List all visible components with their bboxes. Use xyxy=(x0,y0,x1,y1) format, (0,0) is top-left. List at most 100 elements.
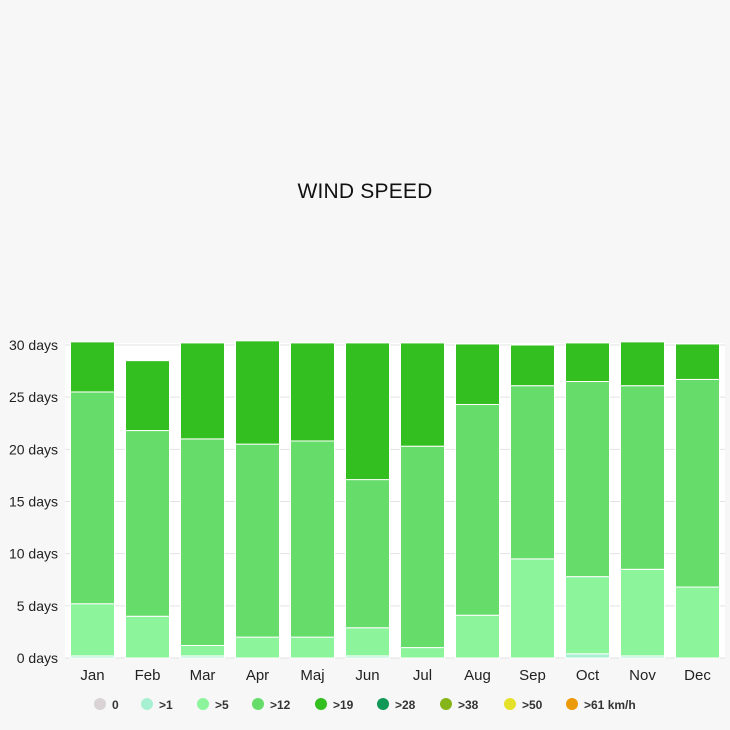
bar-segment[interactable] xyxy=(510,558,555,659)
bar-stack-maj[interactable] xyxy=(290,342,335,659)
bar-segment[interactable] xyxy=(235,443,280,638)
bar-segment[interactable] xyxy=(675,586,720,659)
bar-segment[interactable] xyxy=(620,341,665,387)
legend-label: >38 xyxy=(458,698,479,712)
y-tick-label: 20 days xyxy=(9,441,58,457)
legend-label: >50 xyxy=(522,698,543,712)
bar-stack-oct[interactable] xyxy=(565,342,610,659)
bar-segment[interactable] xyxy=(235,340,280,445)
y-tick-label: 30 days xyxy=(9,337,58,353)
legend-item[interactable]: >1 xyxy=(141,698,173,712)
bar-segment[interactable] xyxy=(345,479,390,629)
bar-stack-feb[interactable] xyxy=(125,360,170,659)
legend-label: >1 xyxy=(159,698,173,712)
bar-stack-dec[interactable] xyxy=(675,343,720,659)
bar-segment[interactable] xyxy=(620,568,665,657)
legend-swatch xyxy=(252,698,264,710)
legend-item[interactable]: >19 xyxy=(315,698,354,712)
bar-segment[interactable] xyxy=(290,440,335,638)
legend-item[interactable]: >61 km/h xyxy=(566,698,636,712)
y-tick-label: 15 days xyxy=(9,494,58,510)
bar-segment[interactable] xyxy=(235,636,280,659)
x-axis: Jan Feb Mar Apr Maj Jun Jul Aug Sep Oct Nov Dec xyxy=(80,667,711,684)
legend-item[interactable]: 0 xyxy=(94,698,119,712)
bar-segment[interactable] xyxy=(180,644,225,657)
legend-swatch xyxy=(504,698,516,710)
bar-segment[interactable] xyxy=(510,344,555,387)
bar-stack-jun[interactable] xyxy=(345,342,390,659)
x-tick-label: Jan xyxy=(80,667,104,684)
bar-segment[interactable] xyxy=(70,603,115,657)
x-tick-label: Apr xyxy=(246,667,269,684)
bar-segment[interactable] xyxy=(565,653,610,659)
bar-segment[interactable] xyxy=(400,647,445,659)
x-tick-label: Oct xyxy=(576,667,600,684)
bar-segment[interactable] xyxy=(125,360,170,432)
bar-stack-sep[interactable] xyxy=(510,344,555,659)
bar-segment[interactable] xyxy=(400,342,445,447)
x-tick-label: Jun xyxy=(355,667,379,684)
bar-segment[interactable] xyxy=(180,342,225,440)
bar-segment[interactable] xyxy=(675,343,720,380)
legend-swatch xyxy=(440,698,452,710)
bar-stack-jan[interactable] xyxy=(70,341,115,659)
legend-label: >28 xyxy=(395,698,416,712)
legend-swatch xyxy=(94,698,106,710)
y-tick-label: 0 days xyxy=(17,650,58,666)
bar-stack-nov[interactable] xyxy=(620,341,665,659)
legend[interactable]: 0 >1 >5 >12 >19 >28 >38 >50 >61 km/h xyxy=(94,698,636,712)
y-tick-label: 10 days xyxy=(9,546,58,562)
chart-title: WIND SPEED xyxy=(297,180,433,203)
bars-layer xyxy=(70,340,720,659)
bar-segment[interactable] xyxy=(620,385,665,570)
bar-segment[interactable] xyxy=(565,576,610,655)
x-tick-label: Maj xyxy=(300,667,324,684)
bar-segment[interactable] xyxy=(345,342,390,481)
legend-swatch xyxy=(566,698,578,710)
bar-segment[interactable] xyxy=(180,438,225,646)
bar-segment[interactable] xyxy=(290,636,335,659)
legend-item[interactable]: >50 xyxy=(504,698,543,712)
bar-segment[interactable] xyxy=(345,627,390,657)
bar-segment[interactable] xyxy=(70,341,115,393)
x-tick-label: Feb xyxy=(135,667,161,684)
bar-stack-jul[interactable] xyxy=(400,342,445,659)
bar-segment[interactable] xyxy=(70,391,115,605)
bar-segment[interactable] xyxy=(455,614,500,659)
legend-item[interactable]: >12 xyxy=(252,698,291,712)
legend-label: >61 km/h xyxy=(584,698,636,712)
bar-stack-aug[interactable] xyxy=(455,343,500,659)
x-tick-label: Nov xyxy=(629,667,656,684)
bar-segment[interactable] xyxy=(565,342,610,383)
x-tick-label: Sep xyxy=(519,667,546,684)
bar-segment[interactable] xyxy=(125,615,170,659)
bar-segment[interactable] xyxy=(125,430,170,617)
bar-segment[interactable] xyxy=(290,342,335,442)
x-tick-label: Aug xyxy=(464,667,491,684)
bar-stack-apr[interactable] xyxy=(235,340,280,659)
y-tick-label: 25 days xyxy=(9,389,58,405)
bar-segment[interactable] xyxy=(675,378,720,588)
x-tick-label: Dec xyxy=(684,667,711,684)
legend-swatch xyxy=(315,698,327,710)
legend-item[interactable]: >5 xyxy=(197,698,229,712)
bar-segment[interactable] xyxy=(510,385,555,560)
legend-item[interactable]: >38 xyxy=(440,698,479,712)
legend-item[interactable]: >28 xyxy=(377,698,416,712)
bar-segment[interactable] xyxy=(565,381,610,578)
legend-label: >5 xyxy=(215,698,229,712)
y-tick-label: 5 days xyxy=(17,598,58,614)
bar-stack-mar[interactable] xyxy=(180,342,225,659)
legend-label: >12 xyxy=(270,698,291,712)
legend-label: >19 xyxy=(333,698,354,712)
legend-swatch xyxy=(141,698,153,710)
legend-swatch xyxy=(197,698,209,710)
x-tick-label: Jul xyxy=(413,667,432,684)
bar-segment[interactable] xyxy=(455,403,500,616)
bar-segment[interactable] xyxy=(455,343,500,405)
bar-segment[interactable] xyxy=(400,445,445,649)
x-tick-label: Mar xyxy=(190,667,216,684)
legend-label: 0 xyxy=(112,698,119,712)
